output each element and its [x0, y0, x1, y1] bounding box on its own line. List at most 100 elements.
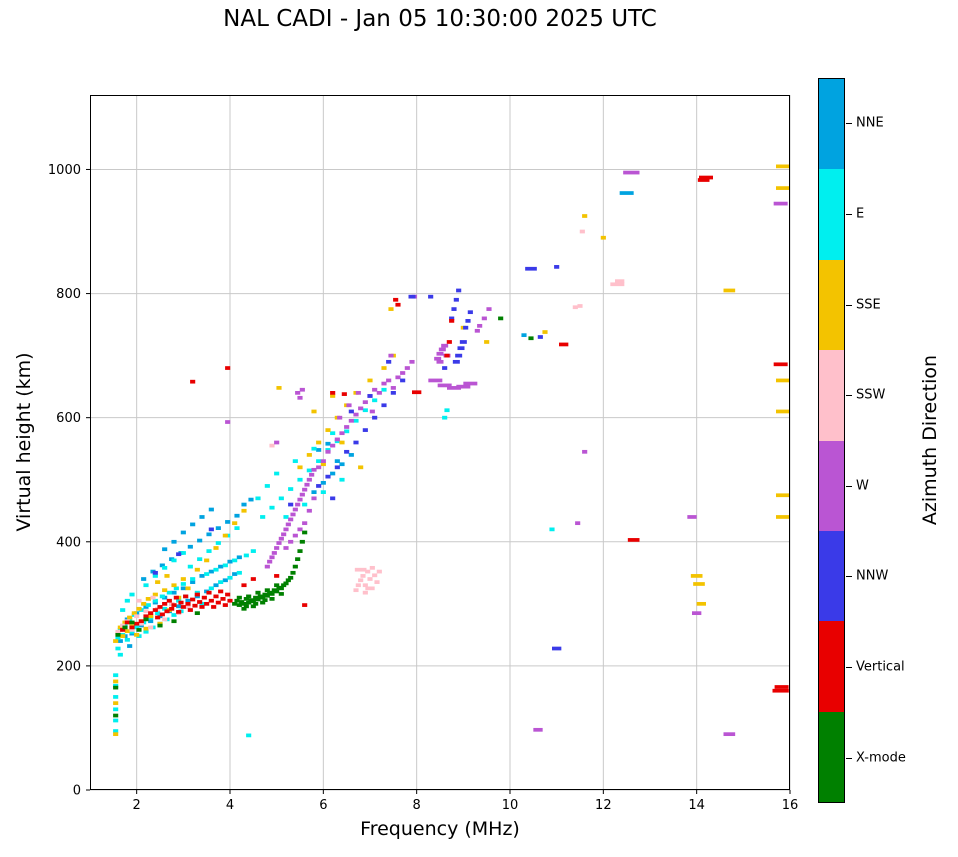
data-point-w — [346, 403, 352, 408]
colorbar-label-x-mode: X-mode — [856, 750, 906, 766]
data-point-vertical — [211, 605, 217, 609]
data-point-vertical — [772, 688, 789, 693]
data-point-nnw — [334, 465, 340, 470]
data-point-w — [353, 412, 359, 417]
data-point-sse — [330, 394, 336, 398]
data-point-nnw — [362, 428, 368, 432]
data-point-nne — [225, 520, 231, 524]
data-point-x-mode — [269, 597, 275, 601]
data-point-w — [388, 353, 394, 358]
data-point-e — [246, 733, 252, 738]
data-point-x-mode — [143, 617, 149, 622]
data-point-x-mode — [113, 685, 119, 690]
data-point-w — [582, 449, 588, 454]
data-point-x-mode — [274, 583, 280, 588]
data-point-e — [124, 598, 130, 603]
data-point-w — [271, 551, 277, 555]
data-point-w — [372, 387, 378, 392]
data-point-x-mode — [236, 603, 242, 607]
data-point-e — [330, 431, 336, 436]
data-point-nne — [162, 547, 168, 552]
data-point-w — [400, 371, 406, 375]
data-point-nne — [232, 572, 238, 576]
data-point-ssw — [185, 605, 191, 609]
data-point-nnw — [208, 527, 214, 532]
data-point-x-mode — [269, 592, 275, 596]
x-tick-label: 16 — [782, 798, 799, 813]
data-point-vertical — [444, 353, 450, 358]
data-point-ssw — [136, 598, 142, 603]
data-point-nne — [190, 580, 196, 584]
data-point-nnw — [390, 390, 396, 395]
data-point-sse — [320, 462, 326, 467]
data-point-nne — [339, 462, 345, 467]
data-point-w — [477, 323, 483, 328]
colorbar-segment-sse — [819, 259, 844, 351]
data-point-w — [274, 546, 280, 550]
data-point-e — [339, 477, 345, 482]
data-point-nnw — [344, 449, 350, 454]
data-point-e — [199, 601, 205, 606]
data-point-vertical — [341, 392, 347, 396]
data-point-sse — [311, 409, 317, 414]
data-point-nnw — [456, 288, 462, 293]
data-point-sse — [113, 679, 119, 684]
data-point-ssw — [353, 588, 359, 593]
data-point-sse — [131, 611, 137, 616]
data-point-w — [288, 539, 294, 544]
data-point-e — [115, 646, 121, 651]
data-point-w — [428, 378, 443, 383]
data-point-e — [302, 502, 308, 507]
data-point-vertical — [192, 603, 198, 608]
data-point-sse — [367, 378, 373, 383]
data-point-w — [320, 459, 326, 463]
data-point-w — [390, 386, 396, 390]
data-point-vertical — [190, 379, 196, 384]
data-point-ssw — [148, 625, 154, 630]
y-tick-label: 0 — [73, 784, 81, 799]
data-point-x-mode — [194, 611, 200, 616]
data-point-x-mode — [243, 604, 249, 609]
y-tick-label: 600 — [56, 411, 81, 426]
data-point-nne — [348, 453, 354, 457]
data-point-nnw — [467, 310, 473, 315]
data-point-nne — [180, 530, 186, 535]
data-point-sse — [232, 521, 238, 526]
data-point-w — [269, 555, 275, 560]
data-point-nne — [619, 191, 634, 195]
data-point-nnw — [459, 340, 467, 344]
data-point-e — [206, 549, 212, 553]
data-point-sse — [776, 515, 790, 519]
data-point-w — [278, 536, 284, 541]
colorbar-tick — [846, 395, 852, 397]
data-point-nne — [325, 441, 331, 446]
data-point-sse — [134, 633, 140, 637]
data-point-w — [299, 492, 305, 497]
x-tick-label: 8 — [413, 798, 421, 813]
data-point-nne — [248, 497, 254, 502]
data-point-w — [437, 383, 452, 388]
data-point-ssw — [269, 443, 275, 448]
data-point-w — [316, 465, 322, 470]
data-point-e — [134, 625, 140, 630]
data-point-w — [355, 390, 361, 395]
data-point-vertical — [774, 685, 789, 689]
data-point-nnw — [386, 359, 392, 364]
data-point-sse — [276, 386, 282, 390]
data-point-w — [434, 356, 442, 361]
data-point-x-mode — [136, 628, 142, 632]
data-point-e — [264, 484, 270, 488]
data-point-w — [281, 532, 287, 537]
data-point-w — [311, 467, 317, 472]
data-point-e — [227, 575, 233, 580]
colorbar-label-w: W — [856, 478, 869, 494]
data-point-e — [124, 637, 130, 642]
data-point-e — [362, 408, 368, 413]
data-point-w — [369, 409, 375, 414]
data-point-w — [438, 347, 446, 352]
data-point-e — [269, 505, 275, 510]
colorbar-label-nnw: NNW — [856, 568, 889, 584]
data-point-e — [255, 496, 261, 501]
data-point-sse — [124, 629, 130, 634]
data-point-vertical — [129, 625, 135, 630]
